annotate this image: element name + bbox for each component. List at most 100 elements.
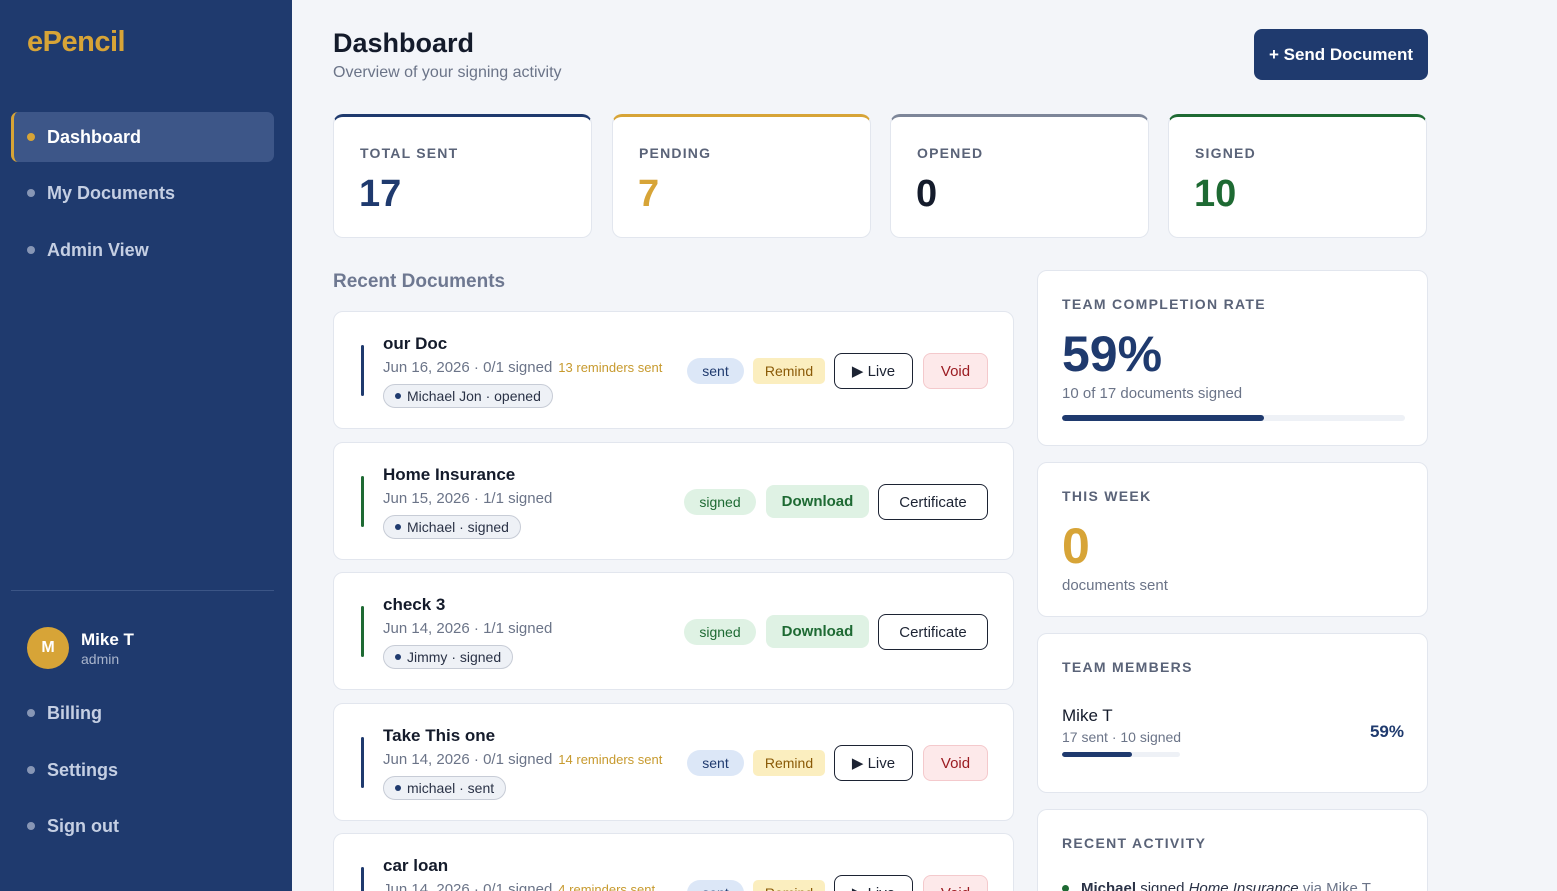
nav-dot-icon xyxy=(27,246,35,254)
panel-label: TEAM MEMBERS xyxy=(1062,659,1193,675)
document-card[interactable]: our Doc Jun 16, 2026 · 0/1 signed 13 remi… xyxy=(333,311,1014,429)
live-button[interactable]: ▶ Live xyxy=(834,745,913,781)
stat-label: SIGNED xyxy=(1195,145,1256,161)
user-role: admin xyxy=(81,650,120,667)
document-title: car loan xyxy=(383,856,449,875)
void-button[interactable]: Void xyxy=(923,875,988,891)
recipient-dot-icon xyxy=(395,785,401,791)
remind-button[interactable]: Remind xyxy=(753,880,825,891)
nav-dot-icon xyxy=(27,709,35,717)
recipient-chip: michael · sent xyxy=(383,776,507,800)
sidebar-item-sign-out[interactable]: Sign out xyxy=(11,801,274,851)
document-meta: Jun 15, 2026 · 1/1 signed xyxy=(383,490,552,507)
stat-label: TOTAL SENT xyxy=(360,145,459,161)
document-meta: Jun 14, 2026 · 1/1 signed xyxy=(383,620,552,637)
sidebar: ePencil Dashboard My Documents Admin Vie… xyxy=(0,0,292,891)
sidebar-item-my-documents[interactable]: My Documents xyxy=(11,168,274,218)
sidebar-divider xyxy=(11,590,274,591)
document-title: Take This one xyxy=(383,726,496,745)
sidebar-item-billing[interactable]: Billing xyxy=(11,688,274,738)
recipient-label: Michael · signed xyxy=(407,519,509,535)
recipient-chip: Jimmy · signed xyxy=(383,645,514,669)
app-logo[interactable]: ePencil xyxy=(27,26,126,58)
status-bar xyxy=(361,737,364,788)
recipient-dot-icon xyxy=(395,393,401,399)
reminders-count: 4 reminders sent xyxy=(558,882,656,891)
status-badge: sent xyxy=(687,880,744,891)
document-meta: Jun 16, 2026 · 0/1 signed 13 reminders se… xyxy=(383,359,662,376)
member-progress-bar xyxy=(1062,752,1180,757)
panel-label: RECENT ACTIVITY xyxy=(1062,835,1207,851)
this-week-value: 0 xyxy=(1062,518,1090,574)
document-date-progress: Jun 14, 2026 · 0/1 signed xyxy=(383,881,553,891)
document-card[interactable]: Home Insurance Jun 15, 2026 · 1/1 signed… xyxy=(333,442,1014,560)
remind-button[interactable]: Remind xyxy=(753,358,825,384)
document-card[interactable]: car loan Jun 14, 2026 · 0/1 signed 4 remi… xyxy=(333,833,1014,891)
sidebar-item-label: Admin View xyxy=(47,239,149,260)
member-name: Mike T xyxy=(1062,706,1113,725)
user-name: Mike T xyxy=(81,629,134,649)
recent-activity-panel: RECENT ACTIVITY Michael signed Home Insu… xyxy=(1037,809,1428,891)
stat-card-signed: SIGNED 10 xyxy=(1168,114,1427,238)
void-button[interactable]: Void xyxy=(923,353,988,389)
document-card[interactable]: check 3 Jun 14, 2026 · 1/1 signed Jimmy … xyxy=(333,572,1014,690)
stat-value: 0 xyxy=(916,173,938,215)
stat-label: PENDING xyxy=(639,145,712,161)
recipient-label: Jimmy · signed xyxy=(407,649,502,665)
status-bar xyxy=(361,476,364,527)
remind-button[interactable]: Remind xyxy=(753,750,825,776)
recipient-dot-icon xyxy=(395,524,401,530)
reminders-count: 14 reminders sent xyxy=(558,752,663,767)
document-title: Home Insurance xyxy=(383,465,516,484)
document-meta: Jun 14, 2026 · 0/1 signed 14 reminders se… xyxy=(383,751,662,768)
stat-card-total-sent: TOTAL SENT 17 xyxy=(333,114,592,238)
certificate-button[interactable]: Certificate xyxy=(878,484,988,520)
this-week-sub: documents sent xyxy=(1062,577,1168,594)
status-badge: sent xyxy=(687,750,744,776)
activity-dot-icon xyxy=(1062,885,1069,891)
download-button[interactable]: Download xyxy=(766,485,869,518)
member-stats: 17 sent · 10 signed xyxy=(1062,729,1182,745)
sidebar-item-dashboard[interactable]: Dashboard xyxy=(11,112,274,162)
status-bar xyxy=(361,345,364,396)
sidebar-item-label: My Documents xyxy=(47,182,176,203)
sidebar-item-label: Sign out xyxy=(47,815,119,836)
activity-via: via Mike T xyxy=(1302,880,1371,891)
page-subtitle: Overview of your signing activity xyxy=(333,64,562,81)
sidebar-item-label: Settings xyxy=(47,759,119,780)
send-document-button[interactable]: + Send Document xyxy=(1254,29,1428,80)
document-card[interactable]: Take This one Jun 14, 2026 · 0/1 signed 1… xyxy=(333,703,1014,821)
status-bar xyxy=(361,867,364,891)
panel-label: THIS WEEK xyxy=(1062,488,1152,504)
recipient-label: Michael Jon · opened xyxy=(407,388,541,404)
completion-rate-value: 59% xyxy=(1062,326,1163,382)
void-button[interactable]: Void xyxy=(923,745,988,781)
nav-dot-icon xyxy=(27,822,35,830)
status-badge: sent xyxy=(687,358,744,384)
document-date-progress: Jun 15, 2026 · 1/1 signed xyxy=(383,490,553,507)
download-button[interactable]: Download xyxy=(766,615,869,648)
activity-actor: Michael xyxy=(1081,880,1137,891)
stat-value: 10 xyxy=(1194,173,1237,215)
stat-label: OPENED xyxy=(917,145,984,161)
completion-progress-fill xyxy=(1062,415,1265,421)
stat-value: 17 xyxy=(359,173,402,215)
completion-sub: 10 of 17 documents signed xyxy=(1062,385,1243,402)
status-badge: signed xyxy=(684,619,756,645)
recipient-dot-icon xyxy=(395,654,401,660)
document-date-progress: Jun 14, 2026 · 1/1 signed xyxy=(383,620,553,637)
user-profile: M Mike T admin xyxy=(27,627,134,669)
live-button[interactable]: ▶ Live xyxy=(834,353,913,389)
live-button[interactable]: ▶ Live xyxy=(834,875,913,891)
member-progress-fill xyxy=(1062,752,1132,757)
page-title: Dashboard xyxy=(333,28,475,58)
document-date-progress: Jun 16, 2026 · 0/1 signed xyxy=(383,359,553,376)
document-title: check 3 xyxy=(383,595,446,614)
certificate-button[interactable]: Certificate xyxy=(878,614,988,650)
sidebar-item-admin-view[interactable]: Admin View xyxy=(11,225,274,275)
team-completion-panel: TEAM COMPLETION RATE 59% 10 of 17 docume… xyxy=(1037,270,1428,446)
sidebar-item-settings[interactable]: Settings xyxy=(11,745,274,795)
panel-label: TEAM COMPLETION RATE xyxy=(1062,296,1266,312)
reminders-count: 13 reminders sent xyxy=(558,360,663,375)
this-week-panel: THIS WEEK 0 documents sent xyxy=(1037,462,1428,617)
